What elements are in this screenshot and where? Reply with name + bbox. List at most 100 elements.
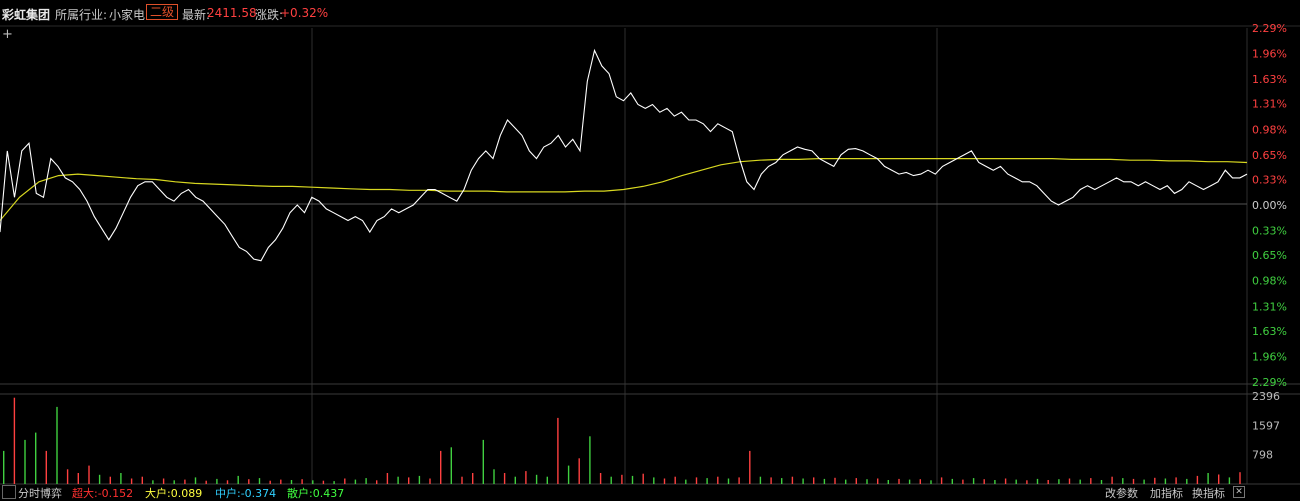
volume-bar: [791, 476, 794, 484]
volume-bar: [1058, 479, 1060, 484]
volume-bar: [354, 479, 357, 484]
volume-bar: [205, 480, 207, 484]
close-icon[interactable]: ✕: [1233, 486, 1245, 498]
chart-header: 彩虹集团 所属行业: 小家电 二级 最新: 2411.58 涨跌: +0.32%: [0, 0, 1300, 26]
volume-axis-labels: 2396 1597 798: [1252, 390, 1280, 462]
volume-bar: [152, 480, 154, 484]
volume-bar: [493, 469, 495, 484]
volume-bar: [940, 477, 943, 484]
latest-price-value: 2411.58: [207, 6, 257, 20]
volume-bar: [930, 480, 932, 484]
volume-bar: [1175, 477, 1177, 484]
volume-bar: [1047, 480, 1049, 484]
tab-time-game[interactable]: 分时博弈: [18, 487, 62, 500]
volume-bar: [269, 480, 271, 484]
volume-bar: [472, 473, 474, 484]
indicator-large: 大户:0.089: [145, 487, 203, 500]
price-tick-label: 0.33%: [1252, 173, 1287, 186]
volume-bar: [589, 436, 591, 484]
volume-bar: [173, 480, 175, 484]
volume-bar: [482, 439, 484, 484]
price-axis-labels: 2.29% 1.96% 1.63% 1.31% 0.98% 0.65% 0.33% 0.00%…: [1252, 22, 1287, 389]
volume-bar: [599, 473, 602, 484]
industry-value[interactable]: 小家电: [109, 8, 146, 22]
volume-bar: [727, 478, 730, 484]
volume-bar: [695, 477, 698, 484]
volume-bar: [440, 450, 442, 484]
volume-bar: [226, 480, 229, 484]
volume-bar: [525, 471, 527, 484]
volume-bar: [855, 478, 857, 484]
volume-bar: [759, 476, 762, 484]
price-tick-label: 2.29%: [1252, 22, 1287, 35]
volume-bar: [162, 478, 165, 484]
volume-bar: [450, 447, 452, 484]
volume-bar: [386, 473, 389, 484]
volume-bar: [845, 479, 847, 484]
volume-bar: [706, 478, 708, 484]
volume-bar: [66, 469, 69, 484]
change-label: 涨跌:: [255, 8, 284, 22]
volume-bar: [557, 417, 559, 484]
volume-bar: [610, 476, 612, 484]
volume-bar: [130, 478, 133, 484]
volume-bar: [344, 478, 346, 484]
add-indicator-button[interactable]: 加指标: [1150, 487, 1183, 500]
stock-name[interactable]: 彩虹集团: [2, 8, 51, 22]
volume-bar: [35, 432, 37, 484]
volume-bar: [194, 477, 197, 484]
volume-bar: [877, 478, 879, 484]
volume-bar: [333, 481, 335, 484]
volume-bar: [546, 476, 548, 484]
volume-bar: [429, 478, 431, 484]
volume-bar: [1026, 480, 1028, 484]
industry-level-badge[interactable]: 二级: [146, 4, 179, 20]
volume-bar: [376, 480, 378, 484]
expand-plus-icon[interactable]: +: [2, 27, 13, 42]
volume-bar: [418, 475, 421, 484]
volume-bar: [45, 450, 47, 484]
volume-bar: [983, 479, 985, 484]
volume-bar: [717, 476, 719, 484]
price-tick-label: 2.29%: [1252, 376, 1287, 389]
price-tick-label: 0.33%: [1252, 225, 1287, 238]
volume-bar: [1015, 479, 1017, 484]
price-line: [0, 48, 1248, 262]
volume-bar: [962, 479, 964, 484]
volume-bar: [503, 473, 506, 484]
price-tick-label: 1.31%: [1252, 98, 1287, 111]
volume-bar: [674, 476, 676, 484]
edit-params-button[interactable]: 改参数: [1105, 487, 1138, 500]
volume-bar: [631, 475, 634, 484]
volume-bar: [1218, 474, 1220, 484]
volume-bar: [56, 406, 58, 484]
volume-bar: [1068, 478, 1071, 484]
volume-bar: [280, 479, 282, 484]
price-tick-label: 0.98%: [1252, 275, 1287, 288]
volume-bar: [663, 478, 666, 484]
volume-bar: [834, 477, 836, 484]
volume-bar: [951, 478, 953, 484]
change-indicator-button[interactable]: 换指标: [1192, 487, 1225, 500]
volume-tick-label: 2396: [1252, 390, 1280, 403]
volume-bar: [248, 479, 250, 484]
volume-bar: [13, 397, 16, 484]
volume-bar: [1132, 478, 1135, 484]
volume-bar: [322, 480, 325, 484]
volume-bar: [1154, 477, 1156, 484]
volume-bar: [237, 475, 239, 484]
volume-bar: [1196, 475, 1199, 484]
collapse-toggle-icon[interactable]: [2, 485, 16, 499]
volume-bar: [1100, 480, 1103, 484]
volume-bar: [823, 478, 826, 484]
volume-bar: [408, 477, 410, 484]
price-tick-label: 1.63%: [1252, 73, 1287, 86]
volume-bar: [972, 478, 975, 484]
volume-bar: [749, 450, 751, 484]
chart-grid: [0, 25, 1300, 485]
change-value: +0.32%: [280, 6, 329, 20]
volume-bar: [184, 479, 186, 484]
indicator-medium: 中户:-0.374: [215, 487, 277, 500]
volume-bar: [802, 478, 804, 484]
